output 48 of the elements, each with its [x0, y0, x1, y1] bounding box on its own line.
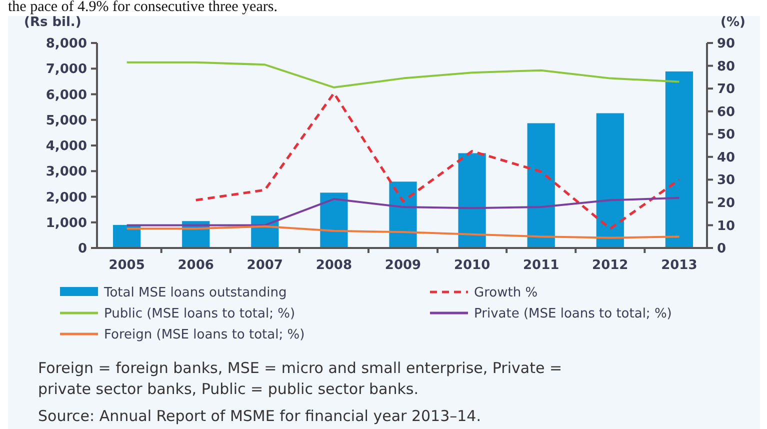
- x-tick-label: 2009: [384, 258, 422, 273]
- y-tick-label: 6,000: [46, 88, 87, 103]
- x-tick-label: 2012: [592, 258, 628, 273]
- y-tick-label: 4,000: [46, 139, 87, 154]
- y2-tick-label: 30: [717, 173, 736, 188]
- x-tick-label: 2013: [661, 258, 698, 273]
- y-tick-label: 2,000: [46, 190, 87, 206]
- line-series: [126, 61, 680, 88]
- y-tick-label: 8,000: [46, 36, 87, 52]
- text: the pace of 4.9% for consecutive three years.: [8, 0, 278, 15]
- y-tick-label: 1,000: [46, 216, 87, 231]
- source-note: Source: Annual Report of MSME for financial year 2013–14.: [38, 407, 481, 425]
- y-tick-label: 3,000: [46, 164, 87, 180]
- y-axis-title: (Rs bil.): [24, 15, 82, 30]
- y-tick-label: 0: [78, 242, 87, 257]
- y2-tick-label: 70: [717, 82, 736, 98]
- y2-tick-label: 40: [717, 150, 736, 166]
- y2-tick-label: 10: [717, 218, 736, 234]
- y2-tick-label: 60: [717, 104, 736, 120]
- line-series: [126, 196, 680, 226]
- line-series: [126, 225, 680, 239]
- x-tick-label: 2007: [246, 258, 283, 273]
- legend-label: Private (MSE loans to total; %): [474, 306, 672, 322]
- x-tick-label: 2006: [178, 258, 214, 273]
- y2-tick-label: 80: [717, 59, 736, 74]
- bar: [596, 113, 624, 248]
- bar: [458, 153, 486, 248]
- bar: [665, 71, 693, 248]
- legend-label: Growth %: [474, 286, 538, 301]
- y-tick-label: 5,000: [46, 113, 87, 128]
- y2-tick-label: 90: [717, 36, 736, 52]
- x-tick-label: 2005: [108, 258, 145, 273]
- y2-tick-label: 50: [717, 128, 736, 143]
- x-tick-label: 2008: [316, 258, 352, 273]
- bar: [320, 192, 348, 248]
- y2-axis-title: (%): [720, 15, 746, 30]
- x-tick-label: 2010: [454, 258, 490, 273]
- y2-tick-label: 20: [717, 196, 736, 211]
- bar: [527, 123, 555, 248]
- y2-tick-label: 0: [717, 242, 726, 257]
- legend-label: Total MSE loans outstanding: [103, 286, 287, 301]
- bar: [389, 182, 417, 248]
- y-tick-label: 7,000: [46, 62, 87, 78]
- x-tick-label: 2011: [523, 258, 560, 273]
- legend-label: Public (MSE loans to total; %): [104, 306, 296, 322]
- text: Foreign = foreign banks, MSE = micro and small enterprise, Private = private sector banks, Public = public sector banks.: [38, 359, 562, 398]
- line-series: [194, 92, 680, 230]
- legend-label: Foreign (MSE loans to total; %): [104, 328, 305, 343]
